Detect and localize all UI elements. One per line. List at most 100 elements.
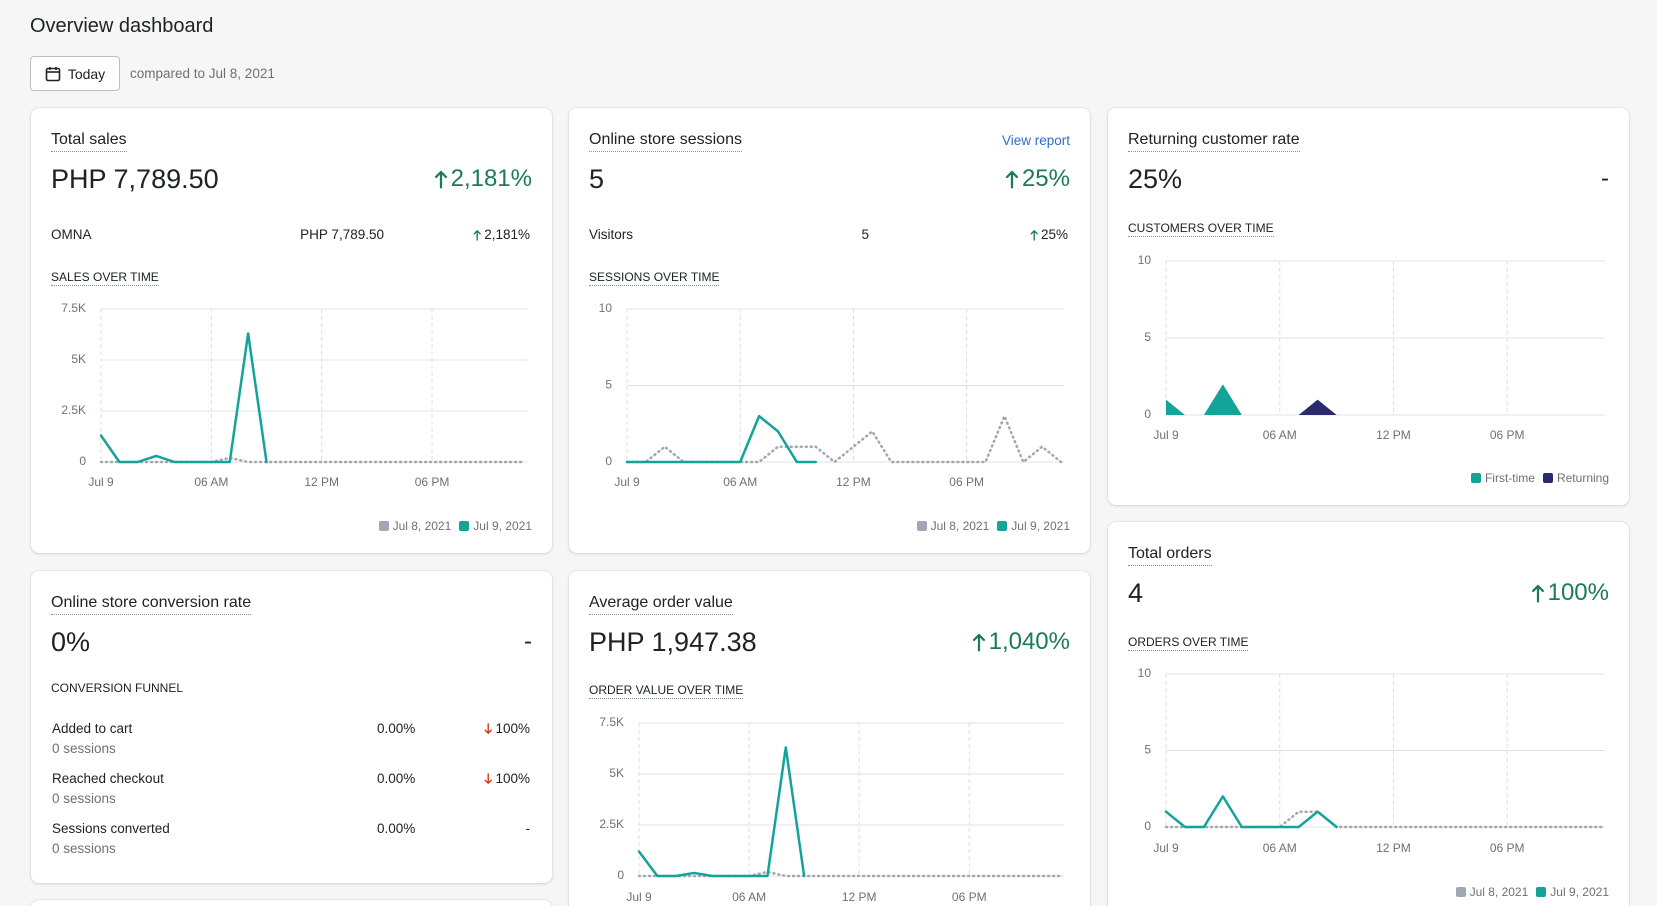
change: - bbox=[526, 822, 531, 836]
legend-label: First-time bbox=[1484, 471, 1535, 485]
line bbox=[99, 332, 268, 464]
legend-item: Jul 9, 2021 bbox=[997, 520, 1070, 532]
y-tick-label: 10 bbox=[599, 301, 613, 315]
card bbox=[31, 900, 552, 906]
funnel-sessions: 0 sessions bbox=[52, 791, 116, 806]
legend-swatch bbox=[1536, 887, 1547, 897]
legend-label: Jul 9, 2021 bbox=[1011, 519, 1070, 533]
row-label: Visitors bbox=[589, 227, 634, 242]
chart-title: SESSIONS OVER TIME bbox=[589, 270, 720, 286]
metric-value: 0% bbox=[51, 627, 91, 657]
legend-item: Jul 8, 2021 bbox=[916, 520, 989, 532]
trend-arrow bbox=[473, 229, 481, 241]
y-tick-label: 7.5K bbox=[61, 301, 86, 315]
metric-value: 5 bbox=[589, 164, 605, 194]
line bbox=[1164, 810, 1604, 829]
x-tick-label: 06 AM bbox=[723, 475, 757, 489]
legend-label: Jul 8, 2021 bbox=[392, 519, 452, 533]
x-tick-label: 06 AM bbox=[1263, 428, 1297, 442]
trend-arrow bbox=[1005, 170, 1018, 189]
metric-value: 25% bbox=[1128, 164, 1183, 194]
legend-swatch bbox=[459, 521, 470, 531]
funnel-rate: 0.00% bbox=[377, 721, 416, 736]
chart: 0 5 10 Jul 9 06 AM 12 PM 06 PM bbox=[1138, 253, 1605, 442]
y-tick-label: 5K bbox=[609, 766, 624, 780]
x-tick-label: 06 PM bbox=[1490, 428, 1525, 442]
legend-item: Jul 9, 2021 bbox=[459, 520, 532, 532]
metric-value: PHP 1,947.38 bbox=[589, 627, 757, 657]
y-tick-label: 10 bbox=[1138, 666, 1152, 680]
arrow-shape bbox=[972, 633, 985, 652]
y-tick-label: 0 bbox=[617, 868, 624, 882]
change-value: - bbox=[524, 628, 532, 655]
card: Total sales PHP 7,789.50 2,181% OMNA PHP 7,7… bbox=[31, 108, 552, 553]
change-value: 25% bbox=[1021, 165, 1070, 192]
card-title: Online store conversion rate bbox=[51, 595, 252, 615]
row-value: 5 bbox=[861, 227, 869, 242]
funnel-sessions: 0 sessions bbox=[52, 841, 116, 856]
legend-label: Returning bbox=[1556, 471, 1609, 485]
trend-arrow bbox=[484, 773, 492, 784]
legend-label: Jul 9, 2021 bbox=[473, 519, 532, 533]
change: - bbox=[1601, 167, 1609, 191]
card-title: Total orders bbox=[1128, 546, 1212, 566]
y-tick-label: 7.5K bbox=[599, 715, 624, 729]
x-tick-label: 12 PM bbox=[1376, 428, 1411, 442]
card: Online store sessions View report 5 25% Visi… bbox=[569, 108, 1090, 553]
card-title: Total sales bbox=[51, 132, 127, 152]
change: 2,181% bbox=[434, 167, 532, 191]
change: 100% bbox=[1531, 581, 1609, 605]
change: 25% bbox=[1030, 228, 1068, 242]
legend-item: Jul 8, 2021 bbox=[378, 519, 452, 533]
legend: Jul 8, 2021 Jul 9, 2021 bbox=[378, 519, 532, 533]
legend-item: Jul 9, 2021 bbox=[1536, 886, 1609, 898]
funnel-rate: 0.00% bbox=[377, 821, 416, 836]
trend-arrow bbox=[484, 723, 492, 734]
chart-title: ORDERS OVER TIME bbox=[1128, 635, 1249, 651]
change-value: 25% bbox=[1040, 227, 1068, 242]
legend-label: Jul 8, 2021 bbox=[1469, 885, 1529, 899]
view-report-link[interactable]: View report bbox=[1001, 133, 1070, 148]
x-tick-label: 06 PM bbox=[949, 475, 984, 489]
legend-label: Jul 9, 2021 bbox=[1550, 885, 1609, 899]
legend-swatch bbox=[916, 521, 927, 531]
x-tick-label: 06 AM bbox=[194, 475, 228, 489]
chart: 0 5 10 Jul 9 06 AM 12 PM 06 PM bbox=[599, 301, 1064, 489]
page-title: Overview dashboard bbox=[30, 15, 214, 37]
card: Online store conversion rate 0% - CONVERSIO… bbox=[31, 571, 552, 883]
date-button[interactable]: Today bbox=[30, 56, 120, 91]
change: 25% bbox=[1005, 167, 1070, 191]
card: Average order value PHP 1,947.38 1,040% ORD… bbox=[569, 571, 1090, 906]
y-tick-label: 5 bbox=[1144, 743, 1151, 757]
trend-arrow bbox=[1030, 229, 1038, 241]
row-value: PHP 7,789.50 bbox=[300, 227, 384, 242]
y-tick-label: 0 bbox=[1144, 819, 1151, 833]
trend-arrow bbox=[1531, 584, 1544, 603]
x-tick-label: 06 PM bbox=[415, 475, 450, 489]
change-value: 2,181% bbox=[450, 165, 532, 192]
arrow-shape bbox=[1005, 170, 1018, 189]
x-tick-label: Jul 9 bbox=[1153, 428, 1179, 442]
card: Returning customer rate 25% - CUSTOMERS OVE… bbox=[1108, 108, 1629, 505]
chart: 0 5 10 Jul 9 06 AM 12 PM 06 PM bbox=[1138, 666, 1605, 855]
change-value: 100% bbox=[1547, 579, 1609, 606]
change: 100% bbox=[484, 722, 530, 736]
card-title: Online store sessions bbox=[589, 132, 742, 152]
arrow-shape bbox=[473, 229, 481, 241]
trend-arrow bbox=[434, 170, 447, 189]
x-tick-label: 06 PM bbox=[952, 890, 987, 904]
x-tick-label: Jul 9 bbox=[88, 475, 114, 489]
area bbox=[1166, 399, 1337, 415]
x-tick-label: 06 AM bbox=[732, 890, 766, 904]
arrow-shape bbox=[1030, 229, 1038, 241]
x-tick-label: 12 PM bbox=[1376, 841, 1411, 855]
change-value: 100% bbox=[495, 721, 530, 736]
change: 100% bbox=[484, 772, 530, 786]
x-tick-label: Jul 9 bbox=[614, 475, 640, 489]
metric-value: PHP 7,789.50 bbox=[51, 164, 219, 194]
funnel-rate: 0.00% bbox=[377, 771, 416, 786]
line bbox=[625, 414, 817, 464]
arrow-shape bbox=[434, 170, 447, 189]
change-value: 1,040% bbox=[988, 628, 1070, 655]
